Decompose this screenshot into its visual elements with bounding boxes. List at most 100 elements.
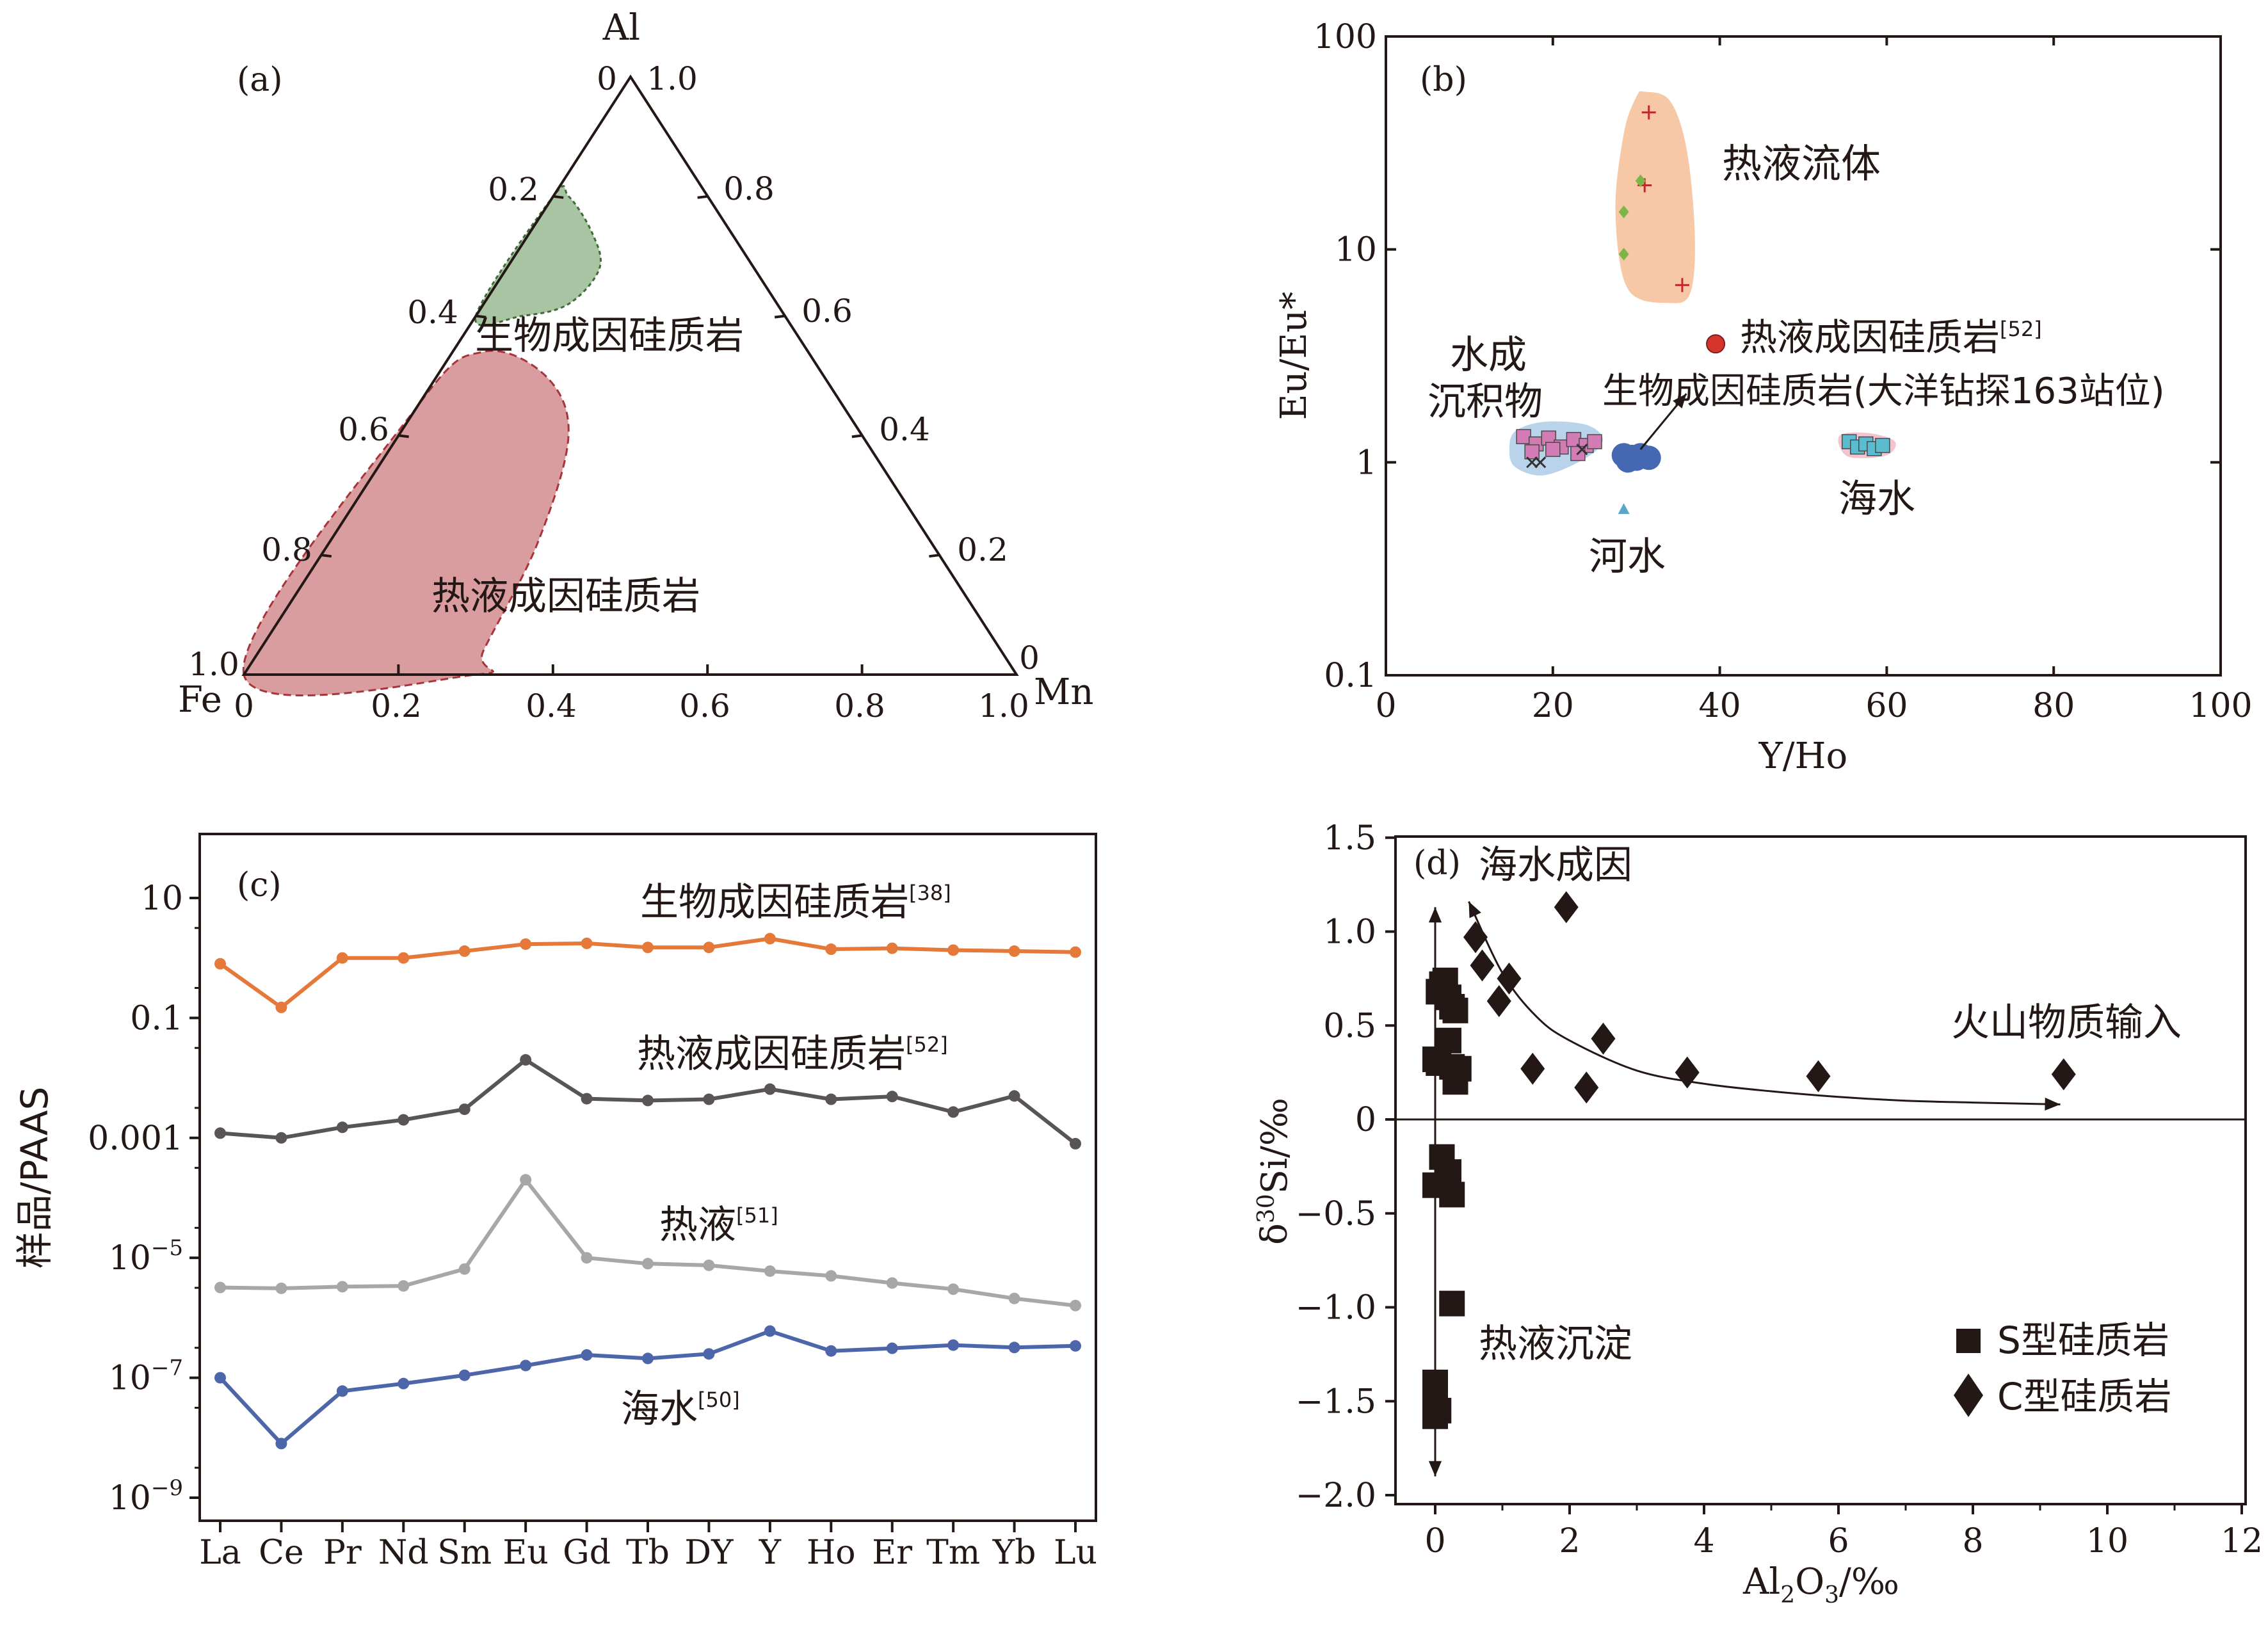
- point-c-type: [1675, 1056, 1700, 1089]
- annotation-text: 热液成因硅质岩: [1740, 316, 2000, 359]
- point-c-type: [1806, 1060, 1831, 1093]
- tick-exponent: −5: [151, 1235, 183, 1261]
- field-label-hydro: 热液成因硅质岩: [431, 574, 700, 619]
- annotation-hydrogenous-2: 沉积物: [1428, 380, 1543, 424]
- legend-d: S型硅质岩 C型硅质岩: [1954, 1318, 2172, 1418]
- x-tick-label: La: [199, 1534, 241, 1572]
- y-tick-label: −1.0: [1296, 1289, 1376, 1327]
- series-point: [1008, 1090, 1020, 1102]
- bottom-tick-label: 0.6: [679, 687, 730, 725]
- y-tick-label: 0.001: [88, 1119, 183, 1158]
- y-axis-label-d: δ30Si/‰: [1253, 1098, 1296, 1245]
- right-tick-label: 0.4: [879, 411, 930, 448]
- subscript: 2: [1780, 1582, 1795, 1608]
- series-point: [642, 1258, 654, 1270]
- right-tick: [697, 195, 708, 199]
- annotation-bio-odp: 生物成因硅质岩(大洋钻探163站位): [1602, 371, 2165, 412]
- c-series-lines: [214, 933, 1081, 1450]
- panel-c-ree-pattern: La Ce Pr Nd Sm Eu Gd Tb DY Y Ho Er Tm Yb Lu 10 0.1 0.001 1…: [13, 833, 1097, 1572]
- x-label-part: O: [1795, 1561, 1824, 1603]
- right-tick-label: 0.8: [723, 170, 775, 207]
- series-point: [703, 942, 715, 954]
- x-tick-label: 80: [2032, 687, 2075, 725]
- series-point: [703, 1093, 715, 1105]
- x-tick-label: 2: [1559, 1522, 1580, 1560]
- series-point: [642, 942, 654, 954]
- series-point: [825, 1270, 837, 1282]
- series-label-bio: 生物成因硅质岩[38]: [640, 880, 951, 925]
- point-plus: [1675, 278, 1689, 293]
- point-s-type: [1439, 1290, 1465, 1317]
- x-axis-label-d: Al2O3/‰: [1742, 1561, 1899, 1608]
- annotation-seawater-origin: 海水成因: [1479, 843, 1632, 888]
- y-axis-label-b: Eu/Eu*: [1273, 292, 1315, 421]
- y-tick-label: 0.5: [1323, 1007, 1376, 1045]
- trend-arrow-head-start: [1468, 901, 1481, 918]
- x-tick-label: 60: [1865, 687, 1908, 725]
- bottom-tick-label: 1.0: [978, 687, 1029, 725]
- c-axis-ticks: La Ce Pr Nd Sm Eu Gd Tb DY Y Ho Er Tm Yb Lu 10 0.1 0.001 1…: [88, 879, 1097, 1572]
- bottom-tick-label: 0.4: [526, 687, 577, 725]
- series-name: 生物成因硅质岩: [640, 880, 909, 925]
- tick-exponent: −9: [151, 1475, 183, 1501]
- point-diamond: [1618, 248, 1629, 261]
- x-tick-label: 100: [2189, 687, 2252, 725]
- series-name: 海水: [621, 1387, 698, 1432]
- series-point: [1070, 1299, 1081, 1311]
- series-point: [581, 937, 593, 949]
- left-tick-label: 0.8: [261, 531, 312, 568]
- x-tick-label: 12: [2221, 1522, 2263, 1560]
- left-tick-label: 0.2: [488, 171, 539, 208]
- series-point: [642, 1094, 654, 1107]
- ternary-fields: [242, 185, 602, 696]
- x-tick-label: Gd: [563, 1534, 611, 1572]
- point-square: [1566, 431, 1582, 447]
- series-name: 热液成因硅质岩: [637, 1032, 906, 1077]
- point-c-type: [1520, 1052, 1545, 1085]
- vertex-label-fe: Fe: [178, 679, 222, 721]
- tick-exponent: −7: [151, 1356, 183, 1381]
- y-tick-label: 1.0: [1323, 913, 1376, 952]
- series-point: [1008, 1342, 1020, 1354]
- x-tick-label: 8: [1962, 1522, 1983, 1560]
- series-citation: [51]: [736, 1203, 778, 1228]
- series-point: [764, 1325, 776, 1337]
- point-cross: [1576, 444, 1588, 456]
- point-circle: [1624, 446, 1649, 471]
- series-point: [520, 1054, 532, 1066]
- b-axis-ticks: 0 20 40 60 80 100 0.1 1 10 100: [1314, 18, 2253, 725]
- y-tick-label: −0.5: [1296, 1195, 1376, 1233]
- x-label-part: /‰: [1839, 1561, 1899, 1603]
- y-axis-label-c: 样品/PAAS: [13, 1087, 56, 1269]
- legend-marker-diamond: [1954, 1374, 1983, 1417]
- y-tick-label: 10: [141, 879, 183, 918]
- series-point: [214, 958, 226, 970]
- series-point: [398, 1114, 410, 1126]
- series-point: [581, 1349, 593, 1361]
- x-tick-label: 4: [1693, 1522, 1714, 1560]
- d-axis-ticks: 0 2 4 6 8 10 12 1.5 1.0 0.5 0 −0.5 −1.0 −1.5 −2.0: [1296, 819, 2263, 1560]
- left-tick: [552, 195, 564, 199]
- y-tick-label: 10−7: [109, 1356, 183, 1398]
- series-point: [825, 943, 837, 956]
- x-tick-label: 40: [1699, 687, 1741, 725]
- series-line: [220, 1178, 1076, 1308]
- series-point: [1008, 1292, 1020, 1304]
- series-point: [520, 1174, 532, 1186]
- x-tick-label: 20: [1532, 687, 1574, 725]
- series-point: [214, 1127, 226, 1139]
- superscript: 30: [1253, 1194, 1280, 1223]
- point-square: [1587, 434, 1602, 449]
- ternary-triangle: [241, 74, 1019, 676]
- region-fluid: [1615, 91, 1695, 303]
- tick-base: 10: [109, 1359, 151, 1398]
- right-tick-label: 0: [1019, 639, 1040, 677]
- series-label-sea: 海水[50]: [621, 1387, 740, 1432]
- left-tick: [321, 554, 332, 558]
- series-point: [458, 945, 470, 958]
- y-tick-label: −1.5: [1296, 1383, 1376, 1421]
- x-tick-label: Er: [872, 1534, 912, 1572]
- left-tick-label: 0.6: [338, 411, 389, 448]
- series-point: [886, 1342, 898, 1354]
- point-cross: [1534, 456, 1547, 469]
